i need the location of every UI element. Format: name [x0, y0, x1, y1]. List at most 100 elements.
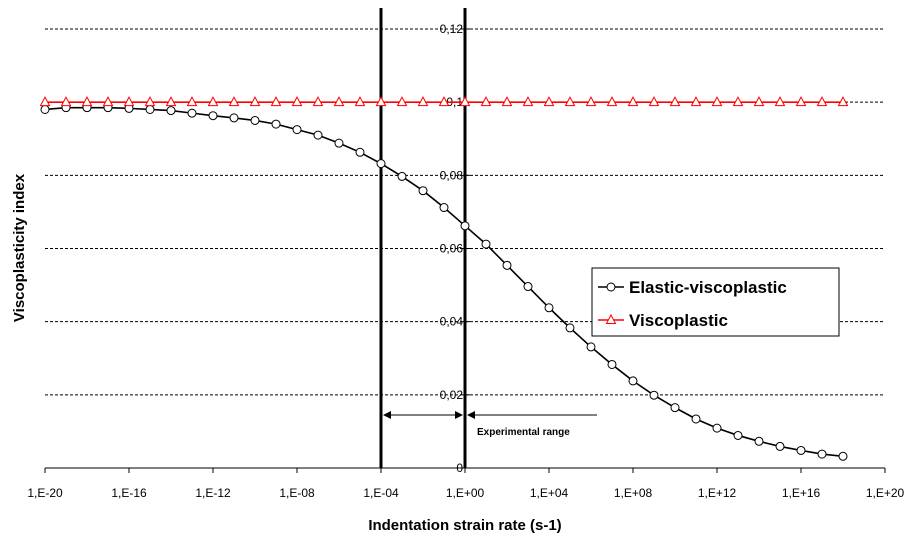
data-point-circle	[40, 104, 50, 114]
data-point-triangle	[711, 96, 723, 107]
data-point-triangle	[270, 96, 282, 107]
data-point-circle	[712, 423, 722, 433]
y-tick-label: 0,12	[440, 22, 464, 36]
data-point-circle	[733, 430, 743, 440]
x-tick-label: 1,E-12	[195, 486, 231, 500]
data-point-triangle	[438, 96, 450, 107]
data-point-circle	[334, 138, 344, 148]
data-point-circle	[670, 403, 680, 413]
data-point-triangle	[144, 96, 156, 107]
data-point-triangle	[207, 96, 219, 107]
data-point-circle	[397, 171, 407, 181]
x-tick-label: 1,E-16	[111, 486, 147, 500]
data-point-circle	[376, 159, 386, 169]
data-point-circle	[313, 130, 323, 140]
data-point-circle	[355, 147, 365, 157]
data-point-triangle	[123, 96, 135, 107]
x-tick-label: 1,E+20	[866, 486, 905, 500]
y-axis-title: Viscoplasticity index	[11, 173, 28, 322]
data-point-circle	[607, 359, 617, 369]
data-point-triangle	[606, 96, 618, 107]
x-tick-label: 1,E+16	[782, 486, 821, 500]
data-point-circle	[229, 113, 239, 123]
data-point-triangle	[396, 96, 408, 107]
x-tick-label: 1,E+12	[698, 486, 737, 500]
data-point-triangle	[480, 96, 492, 107]
legend-label: Viscoplastic	[629, 311, 728, 330]
experimental-range-label: Experimental range	[477, 427, 570, 438]
y-tick-label: 0,08	[440, 168, 464, 182]
data-point-circle	[271, 119, 281, 129]
x-axis-title: Indentation strain rate (s-1)	[368, 517, 561, 534]
y-tick-label: 0,06	[440, 242, 464, 256]
data-point-triangle	[669, 96, 681, 107]
data-point-circle	[523, 282, 533, 292]
data-point-circle	[649, 390, 659, 400]
data-point-circle	[838, 451, 848, 461]
legend-marker-circle	[606, 282, 616, 292]
data-point-triangle	[774, 96, 786, 107]
legend: Elastic-viscoplastic Viscoplastic	[591, 267, 840, 337]
legend-label: Elastic-viscoplastic	[629, 278, 787, 297]
data-point-triangle	[39, 96, 51, 107]
data-point-circle	[292, 125, 302, 135]
legend-box	[591, 267, 840, 337]
data-point-triangle	[81, 96, 93, 107]
data-point-triangle	[795, 96, 807, 107]
annotation-pointer-head	[467, 410, 475, 419]
data-point-triangle	[459, 96, 471, 107]
experimental-range-lines	[379, 8, 467, 468]
data-point-circle	[565, 323, 575, 333]
data-point-triangle	[312, 96, 324, 107]
data-point-circle	[544, 303, 554, 313]
data-point-triangle	[60, 96, 72, 107]
x-tick-label: 1,E-08	[279, 486, 315, 500]
x-tick-label: 1,E+08	[614, 486, 653, 500]
data-point-triangle	[816, 96, 828, 107]
data-point-circle	[796, 445, 806, 455]
data-point-triangle	[837, 96, 849, 107]
data-point-triangle	[732, 96, 744, 107]
data-point-triangle	[333, 96, 345, 107]
data-point-triangle	[186, 96, 198, 107]
x-tick-label: 1,E-04	[363, 486, 399, 500]
data-point-circle	[691, 414, 701, 424]
data-point-circle	[166, 106, 176, 116]
experimental-range-annotation: Experimental range	[383, 410, 597, 438]
data-point-triangle	[522, 96, 534, 107]
data-point-triangle	[627, 96, 639, 107]
data-point-circle	[418, 186, 428, 196]
data-point-circle	[145, 104, 155, 114]
data-point-circle	[208, 111, 218, 121]
data-point-triangle	[417, 96, 429, 107]
legend-marker-triangle	[605, 313, 617, 324]
data-point-triangle	[690, 96, 702, 107]
x-axis: 1,E-20 1,E-16 1,E-12 1,E-08 1,E-04 1,E+00 1,E+…	[27, 467, 905, 500]
data-point-triangle	[543, 96, 555, 107]
data-point-triangle	[501, 96, 513, 107]
data-point-circle	[754, 436, 764, 446]
data-point-triangle	[228, 96, 240, 107]
range-arrow-left-head	[383, 410, 391, 419]
data-point-triangle	[165, 96, 177, 107]
data-point-triangle	[585, 96, 597, 107]
data-point-triangle	[354, 96, 366, 107]
y-tick-label: 0,04	[440, 315, 464, 329]
data-point-triangle	[648, 96, 660, 107]
x-tick-label: 1,E+00	[446, 486, 485, 500]
x-tick-label: 1,E-20	[27, 486, 63, 500]
data-point-triangle	[564, 96, 576, 107]
data-point-circle	[439, 203, 449, 213]
data-point-triangle	[753, 96, 765, 107]
data-point-triangle	[102, 96, 114, 107]
data-point-triangle	[291, 96, 303, 107]
plot-series	[39, 96, 849, 461]
data-point-circle	[460, 221, 470, 231]
data-point-circle	[628, 376, 638, 386]
y-tick-label: 0,02	[440, 388, 464, 402]
data-point-circle	[250, 115, 260, 125]
x-tick-label: 1,E+04	[530, 486, 569, 500]
data-point-triangle	[375, 96, 387, 107]
data-point-circle	[187, 108, 197, 118]
